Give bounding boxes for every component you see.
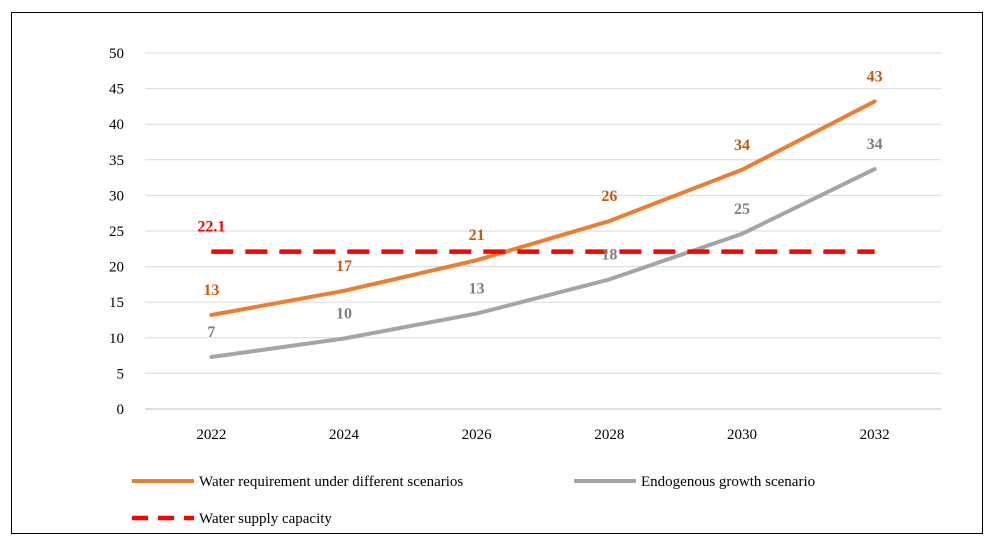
- data-label-1-5: 34: [867, 136, 883, 153]
- gridlines: [145, 52, 941, 410]
- y-tick-label: 50: [109, 46, 124, 62]
- data-label-1-0: 7: [207, 324, 215, 341]
- y-tick-label: 40: [109, 117, 124, 133]
- x-tick-label: 2028: [594, 427, 624, 443]
- y-tick-label: 5: [117, 366, 125, 382]
- data-label-0-1: 17: [336, 258, 352, 275]
- x-tick-label: 2026: [462, 427, 493, 443]
- data-label-0-2: 21: [469, 227, 485, 244]
- legend: Water requirement under different scenar…: [132, 474, 815, 527]
- legend-label-2: Water supply capacity: [199, 511, 332, 527]
- line-chart: 0 5 10 15 20 25 30 35 40 45 50 2022 2024 2026 2028 203…: [109, 46, 941, 527]
- legend-label-1: Endogenous growth scenario: [641, 474, 815, 490]
- series-group: [209, 99, 877, 360]
- data-label-0-5: 43: [867, 68, 883, 85]
- y-tick-label: 10: [109, 331, 124, 347]
- y-tick-label: 45: [109, 82, 124, 98]
- y-tick-label: 0: [117, 402, 125, 418]
- y-tick-label: 20: [109, 260, 124, 276]
- y-tick-label: 30: [109, 188, 124, 204]
- data-labels: 13 17 21 26 34 43 7 10 13 18 25 34 22.1: [197, 68, 882, 341]
- y-tick-label: 15: [109, 295, 124, 311]
- data-label-1-1: 10: [336, 306, 352, 323]
- x-tick-label: 2030: [727, 427, 757, 443]
- data-label-1-2: 13: [469, 281, 485, 298]
- x-tick-label: 2032: [860, 427, 890, 443]
- x-tick-label: 2022: [196, 427, 226, 443]
- data-label-1-3: 18: [601, 246, 617, 263]
- x-axis-ticks: 2022 2024 2026 2028 2030 2032: [196, 427, 889, 443]
- y-tick-label: 25: [109, 224, 124, 240]
- chart-frame: 0 5 10 15 20 25 30 35 40 45 50 2022 2024 2026 2028 203…: [11, 12, 983, 534]
- data-label-0-0: 13: [203, 282, 219, 299]
- y-tick-label: 35: [109, 153, 124, 169]
- x-tick-label: 2024: [329, 427, 360, 443]
- data-label-2-0: 22.1: [197, 219, 225, 236]
- data-label-1-4: 25: [734, 201, 750, 218]
- legend-label-0: Water requirement under different scenar…: [199, 474, 463, 490]
- series-line-1: [209, 167, 877, 360]
- data-label-0-4: 34: [734, 137, 750, 154]
- series-line-0: [209, 99, 877, 318]
- y-axis-ticks: 0 5 10 15 20 25 30 35 40 45 50: [109, 46, 124, 418]
- data-label-0-3: 26: [601, 188, 617, 205]
